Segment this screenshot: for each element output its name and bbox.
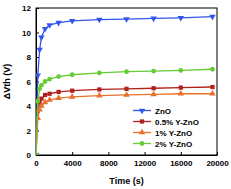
series-marker [43, 79, 48, 84]
legend: ZnO 0.5% Y-ZnO 1% Y-ZnO 2% Y-ZnO [133, 107, 199, 149]
x-tick: 12000 [134, 152, 157, 168]
series-marker [56, 74, 61, 79]
legend-entry: 1% Y-ZnO [133, 129, 192, 138]
legend-entry: 2% Y-ZnO [133, 140, 192, 149]
series-marker [124, 69, 129, 74]
series-marker [96, 18, 102, 24]
y-axis-title: ΔVth (V) [2, 64, 12, 99]
x-tick-mark [72, 152, 73, 155]
series-marker [178, 90, 184, 96]
series-marker [55, 21, 61, 27]
y-tick-label: 4 [27, 102, 32, 111]
series-line [36, 94, 212, 155]
series-marker [152, 86, 156, 90]
series-marker [209, 90, 215, 96]
series-marker [46, 23, 52, 29]
y-tick-label: 6 [27, 78, 32, 87]
series-marker [36, 153, 39, 155]
series-group [36, 15, 216, 155]
y-tick: 10 [22, 29, 39, 38]
x-tick-label: 4000 [64, 159, 82, 168]
legend-marker [139, 129, 145, 135]
legend-marker [140, 119, 144, 123]
x-tick-mark [108, 152, 109, 155]
legend-label: 2% Y-ZnO [155, 140, 192, 149]
series-line [36, 17, 212, 155]
x-tick-label: 8000 [100, 159, 118, 168]
y-tick: 0 [27, 151, 39, 160]
series-marker [179, 86, 183, 90]
legend-entry: 0.5% Y-ZnO [133, 118, 199, 127]
legend-entry: ZnO [133, 107, 171, 116]
x-axis: 0 4000 8000 12000 16000 20000 [34, 152, 229, 168]
legend-marker [140, 141, 145, 146]
series-marker [69, 93, 75, 99]
x-tick-mark [217, 152, 218, 155]
legend-label: 1% Y-ZnO [155, 129, 192, 138]
series-marker [150, 91, 156, 97]
y-tick: 12 [22, 4, 39, 13]
y-tick-mark [36, 155, 39, 156]
x-tick: 8000 [100, 152, 118, 168]
y-tick-label: 0 [27, 151, 32, 160]
series-marker [57, 90, 61, 94]
series-marker [36, 99, 40, 104]
series-marker [178, 16, 184, 22]
y-tick-mark [36, 8, 39, 9]
series-marker [150, 17, 156, 23]
y-tick-label: 2 [27, 127, 32, 136]
series-marker [70, 72, 75, 77]
series-marker [123, 91, 129, 97]
series-marker [38, 36, 44, 42]
x-tick: 16000 [170, 152, 193, 168]
series-marker [55, 94, 61, 100]
plot-frame [36, 8, 217, 155]
x-tick: 20000 [206, 152, 229, 168]
x-tick-mark [181, 152, 182, 155]
series-marker [47, 77, 52, 82]
x-tick: 4000 [64, 152, 82, 168]
y-tick-label: 8 [27, 53, 32, 62]
series-marker [70, 89, 74, 93]
legend-label: ZnO [155, 107, 171, 116]
x-tick-label: 20000 [206, 159, 229, 168]
y-tick-mark [36, 33, 39, 34]
chart: 0 4000 8000 12000 16000 20000 0 2 4 6 8 10 12 ZnO 0.5%… [0, 0, 231, 189]
series-marker [96, 92, 102, 98]
series-marker [97, 87, 101, 91]
series-marker [210, 67, 215, 72]
series-line [36, 87, 212, 155]
series-marker [151, 69, 156, 74]
series-marker [69, 19, 75, 25]
y-tick-label: 10 [22, 29, 31, 38]
legend-label: 0.5% Y-ZnO [155, 118, 199, 127]
series-marker [123, 17, 129, 23]
series-line [36, 69, 212, 155]
series-marker [43, 93, 47, 97]
series-marker [42, 27, 48, 33]
series-marker [36, 48, 42, 54]
x-tick-label: 16000 [170, 159, 193, 168]
x-tick-label: 12000 [134, 159, 157, 168]
series-marker [209, 15, 215, 21]
series-marker [210, 85, 214, 89]
series-marker [97, 71, 102, 76]
series-marker [124, 87, 128, 91]
legend-marker [139, 109, 145, 115]
series-marker [178, 68, 183, 73]
x-axis-title: Time (s) [109, 176, 143, 186]
series-marker [36, 153, 38, 155]
series-marker [39, 83, 44, 88]
y-tick-label: 12 [22, 4, 31, 13]
series-marker [46, 96, 52, 102]
series-marker [36, 153, 38, 155]
x-axis-line [37, 155, 218, 156]
x-tick-label: 0 [34, 159, 39, 168]
series-marker [36, 74, 41, 80]
plot: 0 4000 8000 12000 16000 20000 0 2 4 6 8 10 12 ZnO 0.5%… [22, 4, 229, 168]
x-tick-mark [145, 152, 146, 155]
y-tick: 8 [27, 53, 39, 62]
series-marker [47, 92, 51, 96]
